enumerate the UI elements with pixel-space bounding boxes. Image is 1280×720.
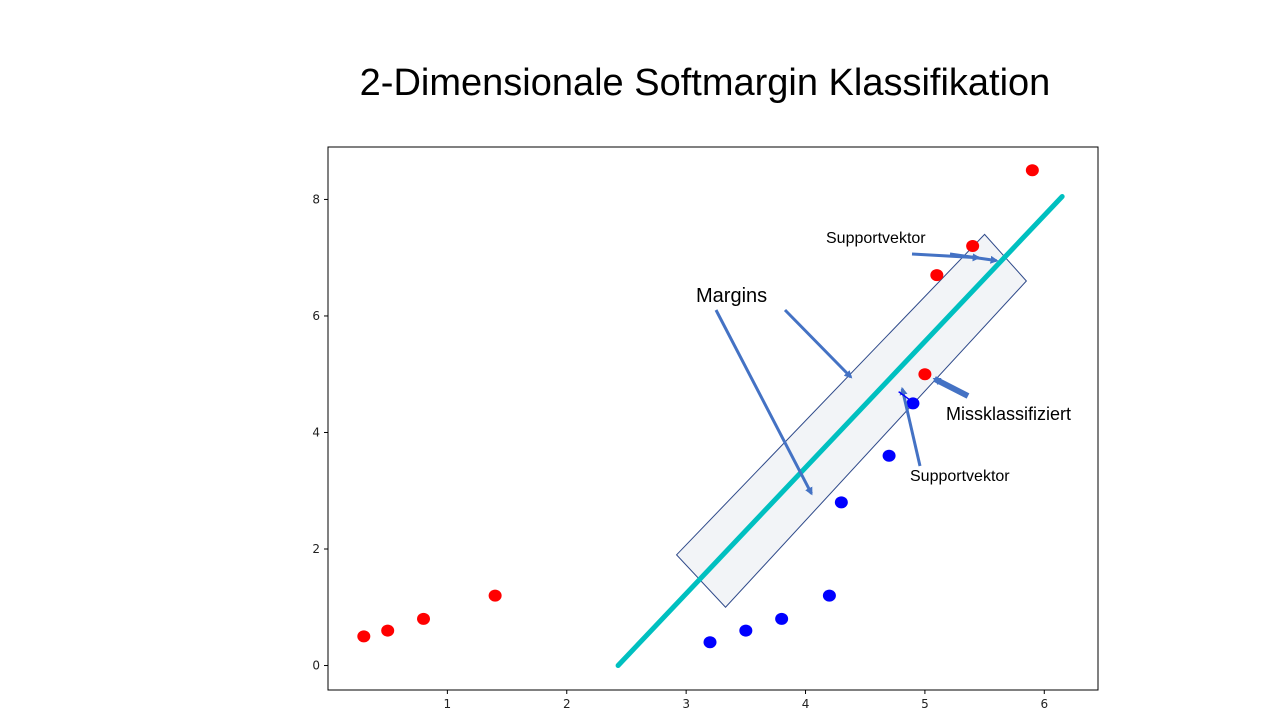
y-tick-label: 0 (312, 659, 320, 673)
x-tick-label: 6 (1040, 697, 1048, 711)
x-tick-label: 5 (921, 697, 929, 711)
red-point (930, 269, 944, 282)
y-tick-label: 4 (312, 425, 320, 439)
y-tick-label: 2 (312, 542, 320, 556)
margins-label: Margins (696, 285, 767, 307)
plot-axes: 1 2 3 4 5 6 0 2 4 6 8 (312, 146, 1099, 711)
blue-point (882, 449, 896, 462)
data-points-layer (357, 164, 1039, 649)
annotations-layer: Margins Supportvektor Missklassifiziert … (696, 230, 1071, 496)
slide-title: 2-Dimensionale Softmargin Klassifikation (359, 62, 1051, 104)
hyperplane-line (615, 194, 1065, 669)
red-point (1025, 164, 1039, 177)
x-tick-label: 3 (682, 697, 690, 711)
blue-point (739, 624, 753, 637)
x-tick-label: 2 (563, 697, 571, 711)
y-tick-label: 6 (312, 309, 320, 323)
hyperplane-layer (615, 194, 1065, 669)
blue-point (834, 496, 848, 509)
blue-point (775, 612, 789, 625)
supportvektor-top-label: Supportvektor (826, 230, 926, 247)
blue-point (703, 636, 717, 649)
support-distance-line (898, 391, 912, 402)
red-point (381, 624, 395, 637)
red-point (966, 240, 980, 253)
supportvektor-bottom-label: Supportvektor (910, 468, 1010, 485)
margins-arrow-upper (783, 308, 853, 379)
x-tick-label: 4 (802, 697, 810, 711)
missklassifiziert-arrow (932, 376, 970, 399)
red-point (357, 630, 371, 643)
supportvektor-top-arrow-2 (949, 252, 999, 264)
supportvektor-bottom-arrow (899, 386, 922, 467)
missklassifiziert-label: Missklassifiziert (946, 404, 1071, 424)
red-point (918, 368, 932, 381)
red-point (488, 589, 502, 602)
y-tick-label: 8 (312, 192, 320, 206)
x-tick-label: 1 (444, 697, 452, 711)
plot-frame (327, 146, 1099, 691)
blue-point (822, 589, 836, 602)
red-point (417, 612, 431, 625)
margins-arrow-lower (714, 309, 813, 496)
